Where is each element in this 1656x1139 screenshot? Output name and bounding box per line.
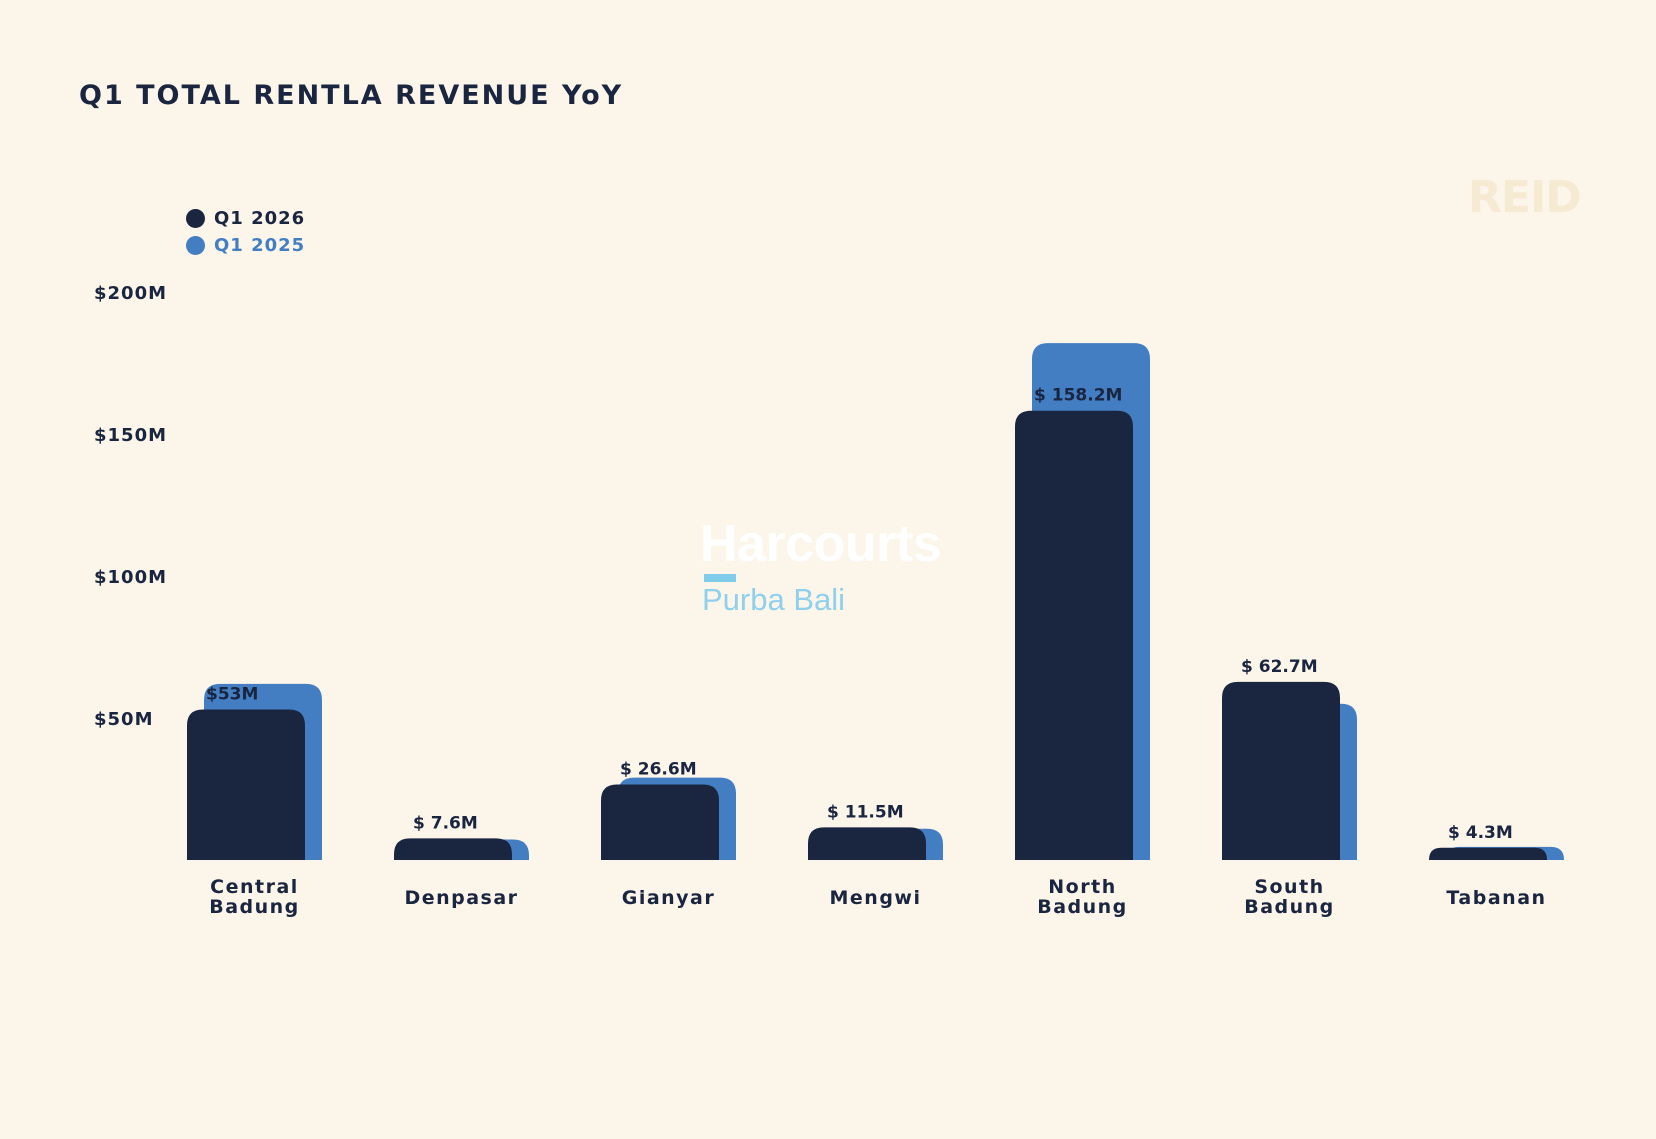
- x-axis: Central Badung Denpasar Gianyar Mengwi North B…: [209, 876, 1546, 918]
- y-tick-label: $200M: [94, 283, 167, 304]
- harcourts-logo-subtitle: Purba Bali: [702, 582, 846, 617]
- x-tick-label-gianyar: Gianyar: [622, 887, 716, 909]
- bar-q1-2026-south-badung: [1222, 681, 1340, 860]
- bar-q1-2026-central-badung: [187, 709, 305, 860]
- chart-title: Q1 TOTAL RENTLA REVENUE YoY: [79, 80, 624, 111]
- data-label-q1-2026-south-badung: $ 62.7M: [1241, 657, 1318, 677]
- data-label-q1-2026-tabanan: $ 4.3M: [1448, 823, 1513, 843]
- x-tick-label-tabanan: Tabanan: [1446, 887, 1546, 909]
- harcourts-logo-underline: [704, 574, 736, 582]
- x-tick-label-line: North: [1048, 876, 1116, 898]
- x-tick-label-denpasar: Denpasar: [404, 887, 518, 909]
- data-label-q1-2026-gianyar: $ 26.6M: [620, 759, 697, 779]
- legend-item-q1-2026: Q1 2026: [186, 205, 305, 232]
- y-axis: $50M $100M $150M $200M: [94, 283, 167, 730]
- legend-label-q1-2026: Q1 2026: [214, 208, 306, 229]
- x-tick-label-north-badung: North Badung: [1037, 876, 1128, 918]
- x-tick-label-line: Central: [210, 876, 299, 898]
- legend-swatch-q1-2026: [186, 209, 205, 228]
- x-tick-label-line: Badung: [1037, 896, 1128, 918]
- x-tick-label-mengwi: Mengwi: [830, 887, 922, 909]
- bar-q1-2026-tabanan: [1429, 847, 1547, 860]
- x-tick-label-line: Badung: [209, 896, 300, 918]
- bar-q1-2026-gianyar: [601, 784, 719, 860]
- x-tick-label-line: Badung: [1244, 896, 1335, 918]
- legend-swatch-q1-2025: [186, 236, 205, 255]
- legend-label-q1-2025: Q1 2025: [214, 235, 306, 256]
- x-tick-label-central-badung: Central Badung: [209, 876, 300, 918]
- harcourts-logo-name: Harcourts: [700, 515, 942, 573]
- y-tick-label: $50M: [94, 709, 154, 730]
- x-tick-label-south-badung: South Badung: [1244, 876, 1335, 918]
- y-tick-label: $150M: [94, 425, 167, 446]
- data-label-q1-2026-north-badung: $ 158.2M: [1034, 386, 1122, 406]
- data-label-q1-2026-central-badung: $53M: [206, 684, 258, 704]
- data-label-q1-2026-denpasar: $ 7.6M: [413, 813, 478, 833]
- data-label-q1-2026-mengwi: $ 11.5M: [827, 802, 904, 822]
- reid-watermark: REID: [1468, 172, 1582, 223]
- bar-q1-2026-north-badung: [1015, 410, 1133, 860]
- x-tick-label-line: South: [1254, 876, 1324, 898]
- bar-q1-2026-denpasar: [394, 838, 512, 860]
- y-tick-label: $100M: [94, 567, 167, 588]
- bars: $53M $ 7.6M $ 26.6M $ 11.5M $ 158.2M $ 62.7M $…: [187, 343, 1564, 860]
- legend: Q1 2026 Q1 2025: [186, 205, 305, 259]
- bar-q1-2026-mengwi: [808, 827, 926, 860]
- legend-item-q1-2025: Q1 2025: [186, 232, 305, 259]
